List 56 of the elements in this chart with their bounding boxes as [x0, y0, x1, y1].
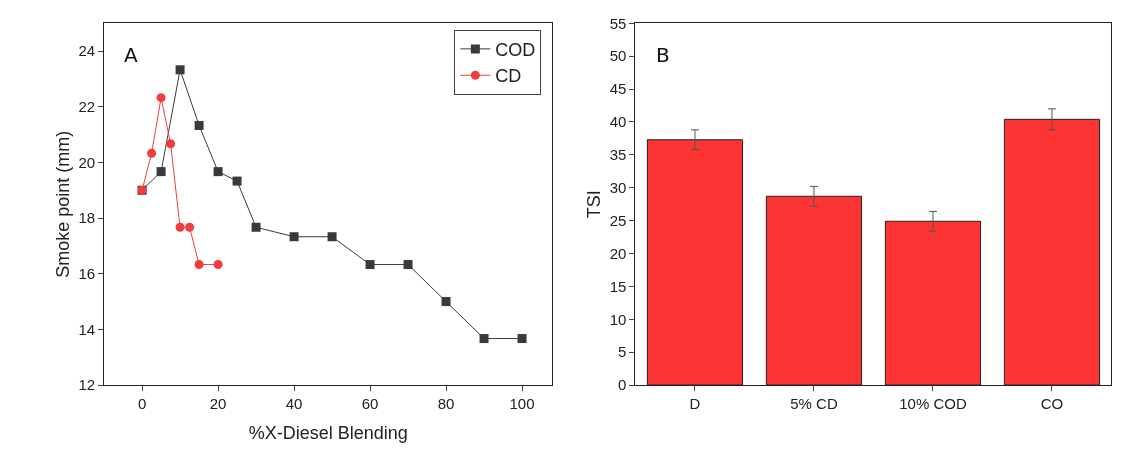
point: [175, 65, 185, 75]
point: [156, 93, 166, 103]
y-tick-label: 20: [78, 153, 96, 171]
point: [232, 176, 242, 186]
y-tick-label: 15: [609, 277, 627, 295]
point: [403, 260, 413, 270]
y-tick-label: 16: [78, 264, 96, 282]
y-tick-label: 50: [609, 47, 627, 65]
x-axis-title: %X-Diesel Blending: [248, 423, 408, 444]
x-tick-label: D: [689, 395, 701, 413]
annotation: A: [124, 43, 138, 67]
point: [289, 232, 299, 242]
point: [194, 260, 204, 270]
x-tick-label: 5% CD: [790, 395, 838, 413]
y-tick-label: 40: [609, 113, 627, 131]
x-tick-label: CO: [1040, 395, 1064, 413]
point: [175, 222, 185, 232]
point: [147, 148, 157, 158]
x-tick-label: 20: [209, 395, 227, 413]
y-tick-label: 18: [78, 209, 96, 227]
x-tick-label: 0: [137, 395, 147, 413]
x-tick-label: 100: [509, 395, 535, 413]
y-tick-label: 10: [609, 310, 627, 328]
annotation: B: [656, 43, 670, 67]
point: [185, 222, 195, 232]
point: [251, 222, 261, 232]
y-axis-title: TSI: [583, 190, 604, 219]
y-tick-label: 12: [78, 376, 96, 394]
y-tick-label: 5: [618, 343, 627, 361]
x-tick-label: 60: [361, 395, 379, 413]
y-tick-label: 35: [609, 146, 627, 164]
y-tick-label: 55: [609, 14, 627, 32]
y-tick-label: 30: [609, 178, 627, 196]
y-tick-label: 45: [609, 80, 627, 98]
point: [194, 120, 204, 130]
y-tick-label: 20: [609, 244, 627, 262]
y-tick-label: 22: [78, 98, 96, 116]
y-tick-label: 14: [78, 320, 96, 338]
y-tick-label: 24: [78, 42, 96, 60]
point: [517, 334, 527, 344]
legend-label: CD: [495, 66, 522, 87]
y-tick-label: 25: [609, 211, 627, 229]
point: [156, 167, 166, 177]
point: [441, 297, 451, 307]
x-tick-label: 40: [285, 395, 303, 413]
point: [213, 260, 223, 270]
point: [327, 232, 337, 242]
point: [365, 260, 375, 270]
point: [479, 334, 489, 344]
legend-label: COD: [495, 39, 536, 60]
x-tick-label: 10% COD: [899, 395, 967, 413]
y-tick-label: 0: [618, 376, 627, 394]
point: [213, 167, 223, 177]
x-tick-label: 80: [437, 395, 455, 413]
point: [166, 139, 176, 149]
y-axis-title: Smoke point (mm): [52, 130, 73, 278]
